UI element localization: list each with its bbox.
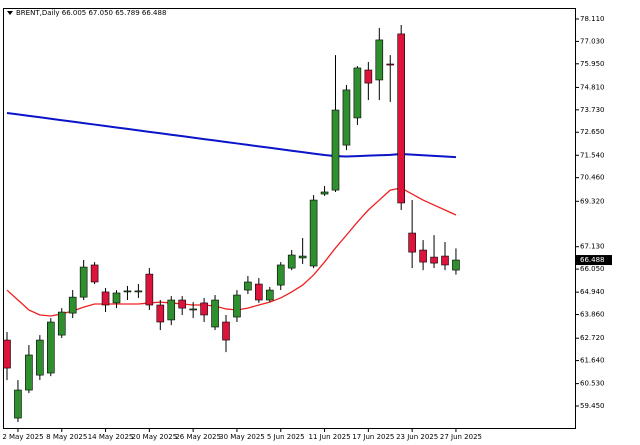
marks <box>3 25 460 422</box>
y-tick-label: 69.320 <box>580 197 605 205</box>
candle-body <box>353 67 362 119</box>
y-tick-label: 66.050 <box>580 265 605 273</box>
candle-body <box>452 259 460 271</box>
candle-body <box>167 299 176 321</box>
candle-body <box>276 264 285 286</box>
x-tick-label: 23 Jun 2025 <box>396 433 438 441</box>
candle-body <box>14 389 22 419</box>
candle-body <box>222 321 230 341</box>
y-tick-label: 62.720 <box>580 334 605 342</box>
candle-body <box>364 69 373 84</box>
candle-body <box>309 199 318 267</box>
candle-body <box>46 321 55 374</box>
menu-triangle <box>7 11 13 15</box>
x-tick-label: 14 May 2025 <box>88 433 134 441</box>
candle-body <box>441 255 449 266</box>
candle-body <box>265 289 274 301</box>
candle-body <box>233 294 241 318</box>
candle-body <box>211 299 219 328</box>
x-tick-label: 8 May 2025 <box>46 433 87 441</box>
chart-title: BRENT,Daily 66.005 67.050 65.789 66.488 <box>16 9 166 17</box>
y-tick-label: 63.860 <box>580 311 605 319</box>
x-tick-label: 26 May 2025 <box>175 433 221 441</box>
last-price-box <box>576 255 612 266</box>
candle-body <box>3 339 11 369</box>
candle-body <box>112 292 121 304</box>
y-tick-label: 67.130 <box>580 243 605 251</box>
candle-body <box>145 273 154 306</box>
x-tick-label: 2 May 2025 <box>2 433 43 441</box>
y-tick-label: 72.650 <box>580 128 605 136</box>
candle-body <box>189 308 197 311</box>
candle-body <box>255 283 263 301</box>
y-tick-label: 78.110 <box>580 15 605 23</box>
y-tick-label: 70.460 <box>580 174 605 182</box>
x-tick-label: 30 May 2025 <box>219 433 265 441</box>
moving-average <box>6 187 457 317</box>
y-tick-label: 61.640 <box>580 357 605 365</box>
candle-body <box>134 290 143 293</box>
x-tick-label: 17 Jun 2025 <box>352 433 394 441</box>
y-tick-label: 60.530 <box>580 380 605 388</box>
candle-body <box>101 291 110 306</box>
x-tick-label: 27 Jun 2025 <box>440 433 482 441</box>
candle-body <box>156 304 165 323</box>
y-tick-label: 73.730 <box>580 106 605 114</box>
candle-body <box>298 255 307 259</box>
candle-body <box>397 33 406 204</box>
y-tick-label: 59.450 <box>580 402 605 410</box>
x-tick-label: 11 Jun 2025 <box>308 433 350 441</box>
candle-body <box>331 109 340 191</box>
candle-body <box>123 290 132 293</box>
x-tick-label: 20 May 2025 <box>132 433 178 441</box>
x-tick-label: 5 Jun 2025 <box>267 433 305 441</box>
candle-body <box>68 296 77 314</box>
y-tick-label: 77.030 <box>580 37 605 45</box>
candle-body <box>200 302 208 316</box>
candle-body <box>90 264 99 283</box>
candle-body <box>178 299 186 309</box>
candle-body <box>430 256 438 264</box>
y-tick-label: 75.950 <box>580 60 605 68</box>
candle-body <box>244 281 252 291</box>
candle-body <box>408 232 416 253</box>
candle-body <box>375 39 384 81</box>
candle-body <box>342 89 351 146</box>
candle-body <box>419 249 427 263</box>
y-tick-label: 74.810 <box>580 83 605 91</box>
y-tick-label: 71.540 <box>580 151 605 159</box>
candle-body <box>79 266 88 298</box>
candle-body <box>36 339 44 376</box>
candle-body <box>25 354 33 391</box>
y-tick-label: 64.940 <box>580 288 605 296</box>
candle-body <box>287 254 296 269</box>
candle-body <box>57 311 66 336</box>
candle-body <box>320 191 329 195</box>
last-price-label: 66.488 <box>580 256 605 264</box>
candle-body <box>386 63 395 66</box>
moving-average <box>6 111 457 159</box>
plot-frame <box>3 8 576 429</box>
